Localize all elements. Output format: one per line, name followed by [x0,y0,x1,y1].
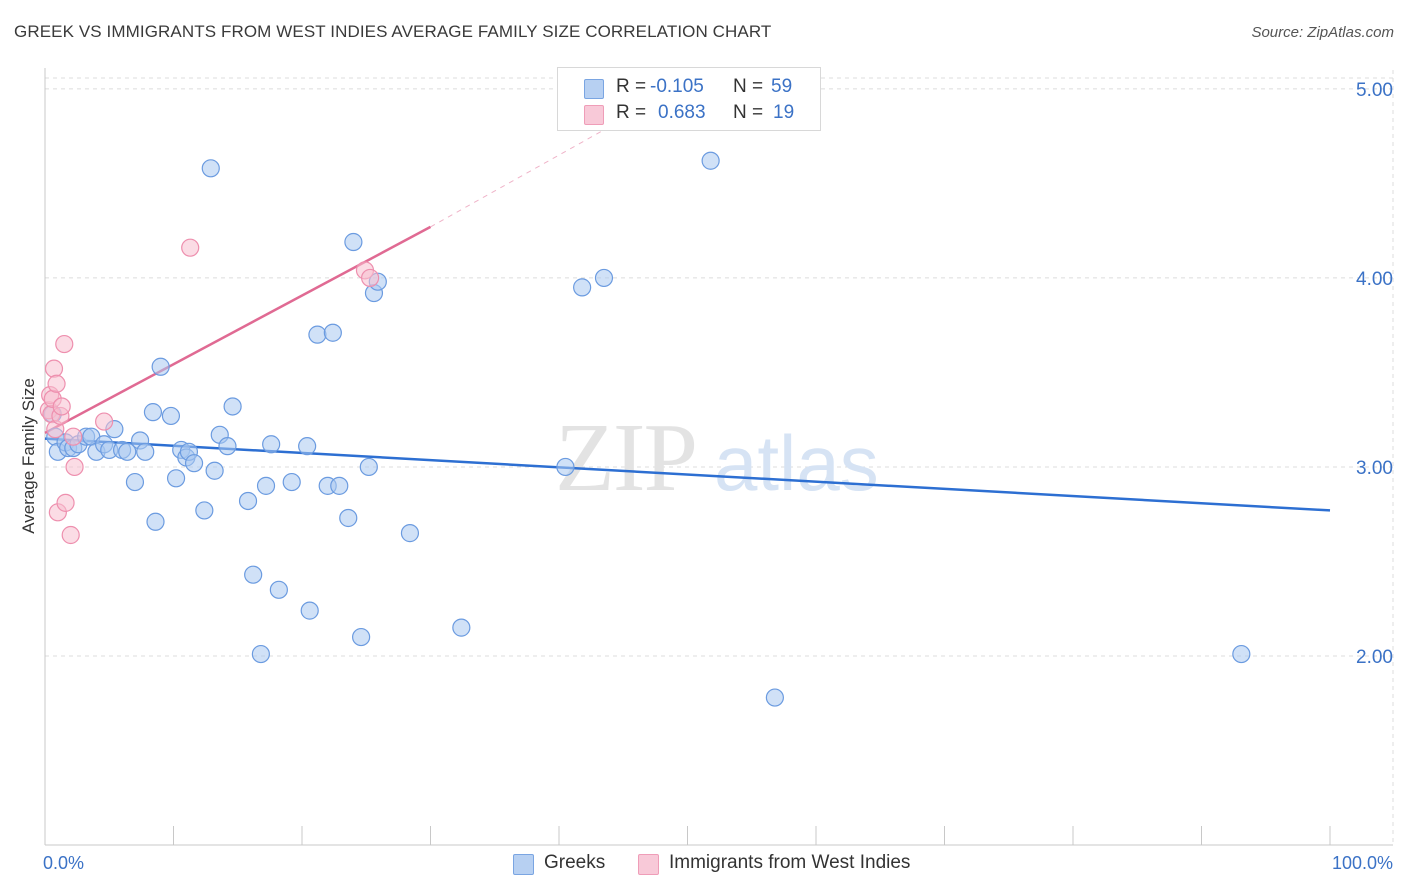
greeks-point [556,457,575,477]
n-value: 59 [771,76,793,97]
greeks-point [118,442,137,461]
r-label: R = [616,76,647,97]
west-indies-point [181,238,200,257]
tick-labels: 2.00 3.00 4.00 5.00 0.0% 100.0% [43,80,1393,873]
x-tick-label-max: 100.0% [1332,853,1393,873]
west-indies-point [47,374,66,393]
greeks-swatch [584,79,604,99]
west-indies-point [65,457,84,477]
y-tick-label: 3.00 [1356,458,1393,479]
west-indies-point [95,412,114,431]
r-value: 0.683 [658,102,706,123]
west-indies-swatch [584,105,604,125]
greeks-trend-line [44,437,1331,512]
n-value: 19 [773,102,795,123]
greeks-point [143,403,163,422]
y-tick-label: 5.00 [1356,80,1393,101]
greeks-point [308,325,327,344]
greeks-point [701,151,720,170]
greeks-point [201,159,220,178]
x-tick-label-min: 0.0% [43,853,84,873]
greeks-point [205,461,224,480]
data-points [39,151,1251,707]
greeks-point [400,524,420,543]
r-label: R = [616,102,647,123]
greeks-point [166,469,186,488]
west-indies-point [61,525,80,545]
greeks-point [184,454,204,473]
west-indies-point [56,493,75,512]
greeks-point [344,232,363,252]
r-value: -0.105 [650,76,704,97]
west-indies-point [64,427,83,446]
y-tick-label: 2.00 [1356,647,1393,668]
trend-lines [44,118,1331,512]
greeks-point [195,501,214,520]
west-indies-point [52,397,71,416]
chart-title: GREEK VS IMMIGRANTS FROM WEST INDIES AVE… [14,22,772,41]
n-label: N = [733,76,764,97]
greeks-point [151,357,170,376]
greeks-point [269,580,288,599]
legend-label: Immigrants from West Indies [669,852,911,873]
greeks-point [238,491,258,511]
y-axis-title: Average Family Size [19,378,38,534]
greeks-point [282,472,301,492]
greeks-point [262,435,281,454]
greeks-point [452,618,471,637]
greeks-point [352,627,371,647]
source-credit: Source: ZipAtlas.com [1251,24,1394,41]
greeks-point [244,565,263,584]
greeks-swatch [513,854,534,875]
west-indies-point [361,268,380,288]
greeks-point [146,512,165,531]
greeks-point [125,472,145,492]
greeks-point [359,457,378,477]
greeks-point [256,476,276,495]
greeks-point [251,644,270,664]
greeks-point [298,437,317,456]
greeks-point [218,437,237,456]
west-indies-swatch [638,854,659,875]
greeks-point [161,406,181,426]
legend-label: Greeks [544,852,606,873]
correlation-legend: R = -0.105 N = 59 R = 0.683 N = 19 [557,67,821,131]
greeks-point [323,323,342,342]
watermark-zip: ZIP [555,404,696,512]
west-indies-trend-line [44,225,432,435]
axes [44,68,1393,846]
greeks-point [330,476,349,495]
greeks-point [594,268,614,288]
y-tick-label: 4.00 [1356,269,1393,290]
greeks-point [765,688,784,707]
greeks-point [573,278,592,297]
greeks-point [1232,644,1251,664]
zipatlas-watermark: ZIP atlas [555,404,879,512]
watermark-atlas: atlas [714,419,879,507]
greeks-point [136,442,155,461]
greeks-point [339,508,358,528]
west-indies-point [44,359,64,378]
west-indies-point [55,334,74,354]
greeks-point [223,397,242,416]
n-label: N = [733,102,764,123]
greeks-point [300,601,319,620]
west-indies-trend-extension [430,118,624,228]
